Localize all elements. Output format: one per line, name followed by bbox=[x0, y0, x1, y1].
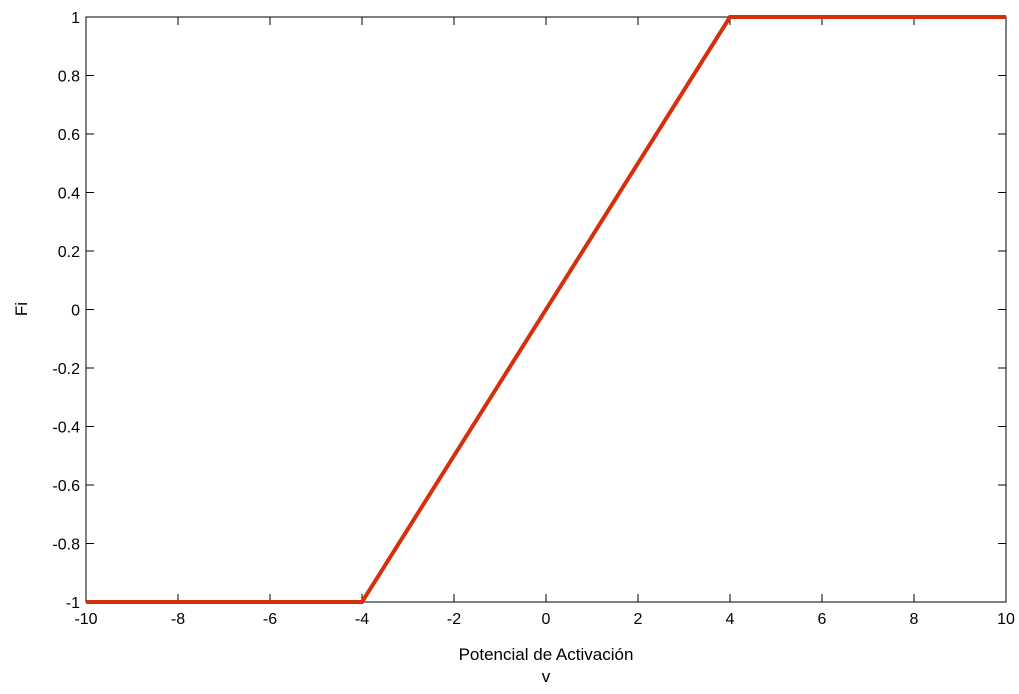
x-axis-variable-label: v bbox=[542, 667, 551, 686]
x-tick-label: -4 bbox=[355, 611, 369, 628]
y-tick-label: 0.8 bbox=[58, 69, 80, 86]
x-tick-label: 0 bbox=[542, 611, 551, 628]
series-layer bbox=[86, 15, 1006, 604]
y-tick-label: -0.8 bbox=[52, 537, 80, 554]
x-ticks: -10 -8 -6 -4 -2 0 2 4 6 8 10 bbox=[74, 17, 1015, 628]
y-ticks: 1 0.8 0.6 0.4 0.2 0 -0.2 -0.4 -0.6 -0.8 -1 bbox=[52, 10, 1006, 612]
x-tick-label: -8 bbox=[171, 611, 185, 628]
x-tick-label: -10 bbox=[74, 611, 97, 628]
y-tick-label: -0.4 bbox=[52, 420, 80, 437]
series-line bbox=[86, 15, 1006, 604]
y-tick-label: -1 bbox=[66, 595, 80, 612]
x-tick-label: -2 bbox=[447, 611, 461, 628]
y-tick-label: 1 bbox=[71, 10, 80, 27]
x-tick-label: 10 bbox=[997, 611, 1015, 628]
y-tick-label: 0.6 bbox=[58, 127, 80, 144]
x-tick-label: 2 bbox=[634, 611, 643, 628]
y-axis-label: Fi bbox=[12, 302, 31, 316]
y-tick-label: 0.4 bbox=[58, 186, 80, 203]
y-tick-label: 0 bbox=[71, 303, 80, 320]
x-tick-label: -6 bbox=[263, 611, 277, 628]
y-tick-label: -0.2 bbox=[52, 361, 80, 378]
x-tick-label: 4 bbox=[726, 611, 735, 628]
y-tick-label: -0.6 bbox=[52, 478, 80, 495]
x-tick-label: 8 bbox=[910, 611, 919, 628]
x-axis-label: Potencial de Activación bbox=[459, 645, 634, 664]
y-tick-label: 0.2 bbox=[58, 244, 80, 261]
x-tick-label: 6 bbox=[818, 611, 827, 628]
